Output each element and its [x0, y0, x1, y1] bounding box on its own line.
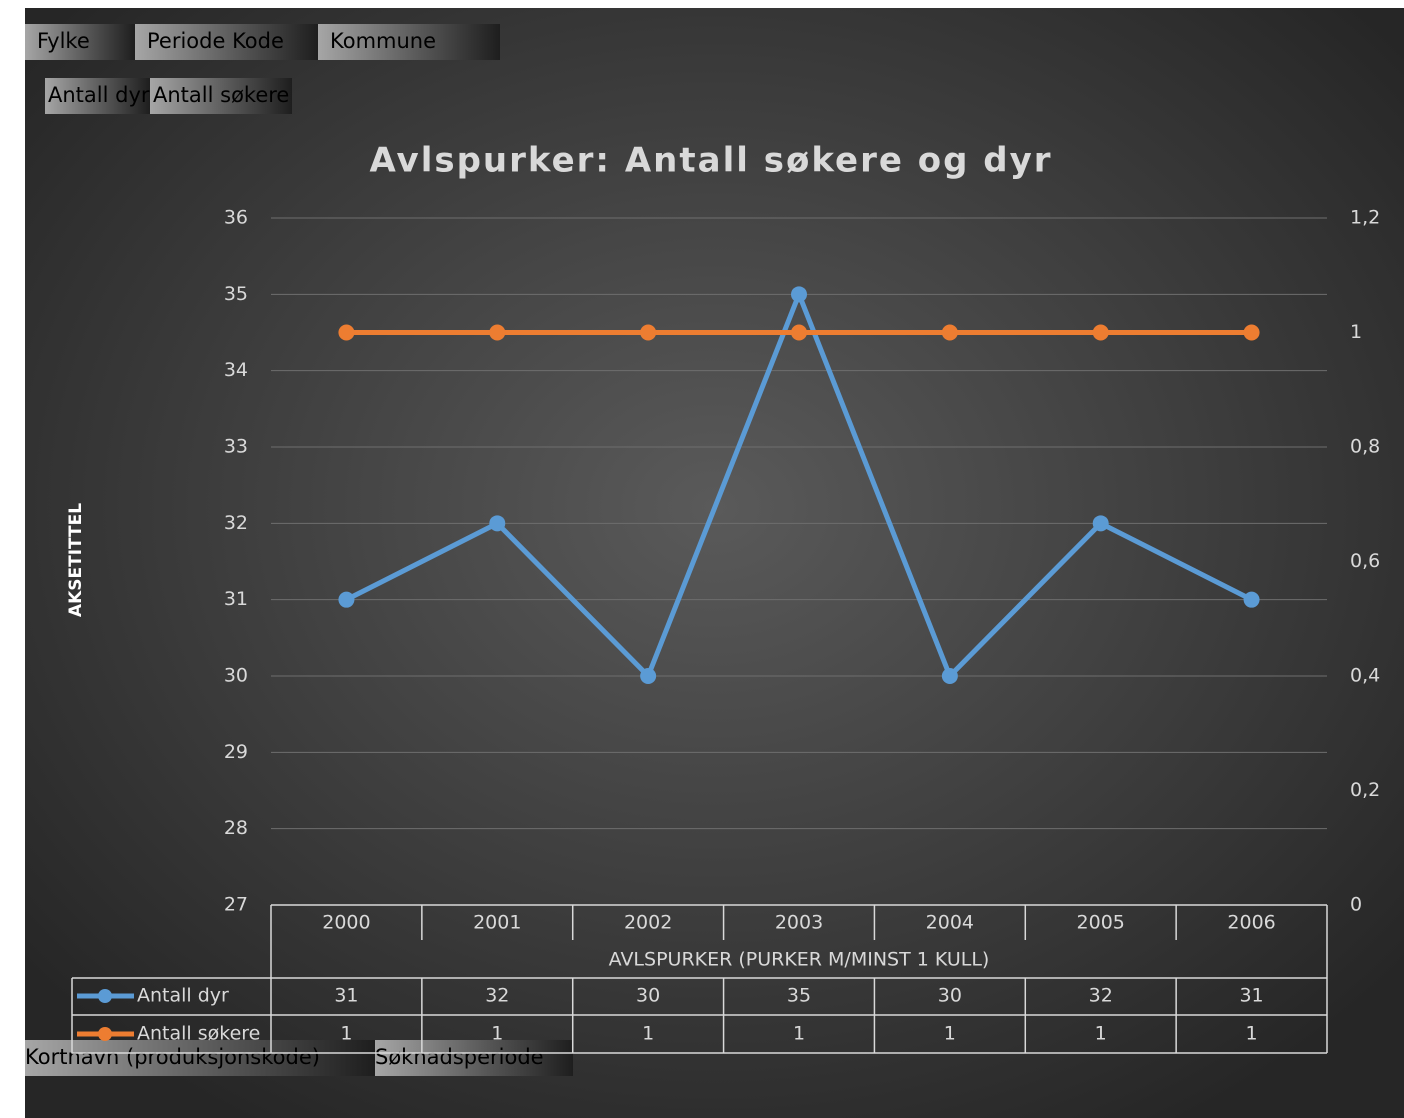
field-button-label[interactable]: Kommune: [330, 29, 436, 53]
legend-marker: [98, 1027, 112, 1041]
field-button[interactable]: [375, 1040, 573, 1076]
x-tick-label: 2002: [624, 912, 672, 934]
x-tick-label: 2001: [473, 912, 521, 934]
y-tick-label: 28: [224, 817, 248, 839]
data-point: [791, 286, 807, 303]
x-tick-label: 2003: [775, 912, 823, 934]
field-button-label[interactable]: Antall søkere: [153, 83, 289, 107]
field-button[interactable]: [135, 24, 318, 60]
table-value: 30: [636, 985, 660, 1007]
data-point: [489, 324, 506, 341]
table-value: 30: [938, 985, 962, 1007]
y-axis-title: AKSETITTEL: [66, 503, 86, 617]
table-value: 1: [793, 1023, 805, 1045]
table-value: 1: [1246, 1023, 1258, 1045]
table-value: 1: [944, 1023, 956, 1045]
data-point: [941, 324, 958, 341]
table-value: 32: [1089, 985, 1113, 1007]
data-point: [941, 668, 958, 684]
data-point: [640, 324, 657, 341]
data-point: [1243, 591, 1260, 608]
y2-tick-label: 0,6: [1350, 550, 1380, 572]
y-tick-label: 29: [224, 741, 248, 763]
data-point: [1092, 515, 1109, 532]
y2-tick-label: 0,2: [1350, 779, 1380, 801]
table-value: 1: [340, 1023, 352, 1045]
y2-tick-label: 0,8: [1350, 436, 1380, 458]
field-button[interactable]: [318, 24, 500, 60]
legend-label: Antall dyr: [137, 985, 229, 1007]
field-button-label[interactable]: Søknadsperiode: [375, 1045, 544, 1069]
x-tick-label: 2004: [926, 912, 974, 934]
field-button[interactable]: [25, 1040, 375, 1076]
data-point: [791, 324, 807, 341]
y2-tick-label: 1,2: [1350, 207, 1380, 229]
field-button-label[interactable]: Fylke: [37, 29, 90, 53]
table-value: 35: [787, 985, 811, 1007]
x-axis-title: AVLSPURKER (PURKER M/MINST 1 KULL): [609, 949, 990, 971]
data-point: [338, 324, 355, 341]
y-tick-label: 30: [224, 665, 248, 687]
x-tick-label: 2000: [322, 912, 370, 934]
chart-title: Avlspurker: Antall søkere og dyr: [369, 141, 1052, 181]
data-point: [489, 515, 506, 532]
table-value: 32: [485, 985, 509, 1007]
data-point: [1092, 324, 1109, 341]
y-tick-label: 31: [224, 588, 248, 610]
legend-label: Antall søkere: [137, 1023, 260, 1045]
y-tick-label: 33: [224, 436, 248, 458]
y-tick-label: 36: [224, 207, 248, 229]
x-tick-label: 2006: [1227, 912, 1275, 934]
table-value: 1: [1095, 1023, 1107, 1045]
table-value: 1: [491, 1023, 503, 1045]
data-point: [338, 591, 355, 608]
legend-marker: [98, 989, 112, 1003]
y-tick-label: 27: [224, 894, 248, 916]
field-button[interactable]: [45, 78, 150, 114]
field-button-label[interactable]: Antall dyr: [48, 83, 150, 107]
table-value: 31: [1239, 985, 1263, 1007]
table-value: 31: [334, 985, 358, 1007]
field-button-label[interactable]: Kortnavn (produksjonskode): [25, 1045, 320, 1069]
y-tick-label: 32: [224, 512, 248, 534]
field-button-label[interactable]: Periode Kode: [147, 29, 284, 53]
y2-tick-label: 1: [1350, 321, 1362, 343]
table-value: 1: [642, 1023, 654, 1045]
y-tick-label: 34: [224, 359, 248, 381]
field-button[interactable]: [150, 78, 292, 114]
data-point: [1243, 324, 1260, 341]
y2-tick-label: 0: [1350, 894, 1362, 916]
data-point: [640, 668, 657, 684]
y2-tick-label: 0,4: [1350, 665, 1380, 687]
x-tick-label: 2005: [1077, 912, 1125, 934]
y-tick-label: 35: [224, 283, 248, 305]
field-button[interactable]: [25, 24, 135, 60]
